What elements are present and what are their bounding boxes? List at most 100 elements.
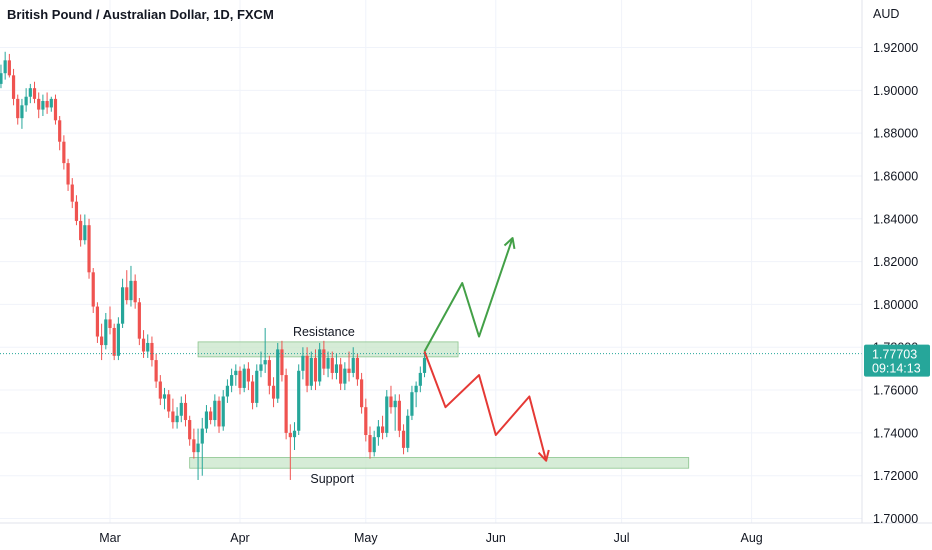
candle-body bbox=[234, 370, 238, 376]
candle-body bbox=[24, 96, 28, 106]
candle bbox=[45, 92, 49, 114]
x-tick-label: Jul bbox=[614, 531, 630, 545]
candle-body bbox=[162, 394, 167, 399]
candle bbox=[32, 81, 37, 104]
support-zone-label: Support bbox=[310, 472, 354, 486]
candle-body bbox=[217, 400, 221, 427]
candle bbox=[120, 278, 125, 328]
candle bbox=[301, 347, 305, 380]
candle-body bbox=[276, 349, 280, 399]
candle bbox=[297, 364, 301, 436]
candle-body bbox=[183, 402, 188, 421]
price-tag-countdown: 09:14:13 bbox=[872, 362, 921, 376]
candle-body bbox=[242, 368, 246, 388]
candle bbox=[221, 390, 225, 431]
candle-body bbox=[246, 368, 250, 382]
price-tag-box bbox=[864, 344, 930, 377]
candle bbox=[246, 362, 250, 391]
candle bbox=[58, 116, 62, 151]
candle bbox=[183, 394, 188, 427]
y-tick-label: 1.84000 bbox=[873, 212, 918, 226]
candle bbox=[360, 372, 364, 414]
candle-body bbox=[188, 420, 192, 440]
candle bbox=[53, 94, 58, 125]
time-axis[interactable]: Mar Apr May Jun Jul Aug bbox=[99, 531, 763, 545]
chart-title: British Pound / Australian Dollar, 1D, F… bbox=[7, 7, 274, 22]
candles-layer bbox=[0, 51, 427, 480]
candle bbox=[422, 351, 427, 378]
candle bbox=[188, 415, 192, 446]
candle bbox=[276, 342, 280, 403]
candle bbox=[418, 366, 422, 393]
candle-body bbox=[418, 372, 422, 386]
candle-body bbox=[313, 357, 318, 382]
y-tick-label: 1.90000 bbox=[873, 84, 918, 98]
candle-body bbox=[3, 60, 7, 74]
candle bbox=[129, 265, 133, 307]
candle-body bbox=[271, 385, 276, 399]
candle-body bbox=[238, 370, 242, 388]
candle-body bbox=[225, 385, 230, 397]
candle bbox=[401, 424, 406, 455]
candle-body bbox=[410, 392, 414, 416]
candle bbox=[100, 323, 104, 361]
candle bbox=[62, 135, 66, 170]
candle bbox=[7, 53, 11, 78]
candle-body bbox=[108, 319, 112, 328]
candle-body bbox=[267, 360, 271, 386]
candle-body bbox=[284, 375, 288, 433]
candle-body bbox=[213, 400, 217, 421]
candle bbox=[263, 327, 267, 373]
candle bbox=[334, 353, 339, 380]
candle bbox=[368, 426, 372, 459]
candle-body bbox=[16, 98, 20, 119]
candle-body bbox=[196, 443, 200, 453]
candle bbox=[230, 368, 234, 393]
candle-body bbox=[351, 357, 355, 373]
candle bbox=[225, 379, 230, 403]
x-tick-label: Mar bbox=[99, 531, 121, 545]
y-tick-label: 1.80000 bbox=[873, 298, 918, 312]
candle bbox=[305, 347, 309, 393]
bullish-projection-path bbox=[423, 237, 514, 353]
y-tick-label: 1.88000 bbox=[873, 127, 918, 141]
candle-body bbox=[87, 225, 91, 273]
candle-body bbox=[322, 349, 326, 369]
candle-body bbox=[53, 98, 58, 121]
price-tag-value: 1.77703 bbox=[872, 348, 917, 362]
candle-body bbox=[326, 357, 330, 369]
candle bbox=[95, 302, 100, 343]
candle-body bbox=[83, 225, 87, 241]
candle bbox=[330, 351, 334, 380]
bearish-projection-path bbox=[423, 351, 548, 461]
candle bbox=[238, 366, 242, 395]
candle bbox=[364, 398, 368, 442]
price-axis[interactable]: 1.92000 1.90000 1.88000 1.86000 1.84000 1.820… bbox=[873, 41, 918, 526]
candle-body bbox=[120, 287, 125, 324]
candle bbox=[355, 353, 360, 386]
candle-body bbox=[100, 336, 104, 346]
candle-body bbox=[179, 402, 183, 416]
candle-body bbox=[141, 338, 146, 352]
candle bbox=[104, 312, 108, 350]
candle bbox=[171, 398, 175, 429]
candle-body bbox=[343, 368, 347, 384]
candle-body bbox=[385, 396, 389, 433]
candle-body bbox=[263, 360, 267, 365]
candle-body bbox=[192, 439, 196, 453]
candle-body bbox=[355, 357, 360, 380]
candle bbox=[397, 394, 401, 438]
candle-body bbox=[58, 120, 62, 142]
candle-body bbox=[364, 407, 368, 436]
candle bbox=[49, 96, 53, 112]
candle bbox=[192, 428, 196, 459]
candle bbox=[271, 377, 276, 408]
candle bbox=[250, 375, 255, 410]
candle-body bbox=[79, 220, 83, 241]
candle-body bbox=[414, 385, 418, 393]
candle bbox=[24, 88, 28, 112]
candle-body bbox=[393, 400, 397, 408]
candle-body bbox=[209, 411, 213, 421]
